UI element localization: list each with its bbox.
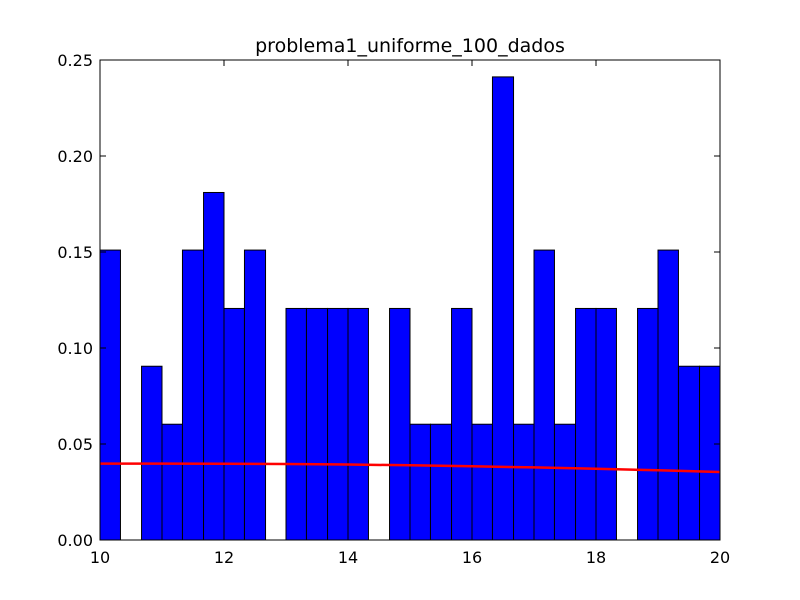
histogram-bar xyxy=(327,307,349,541)
x-tick-label: 20 xyxy=(710,548,730,567)
histogram-bar xyxy=(513,423,535,541)
histogram-bar xyxy=(305,307,329,541)
y-tick-label: 0.05 xyxy=(57,435,93,454)
histogram-bar xyxy=(161,423,183,541)
x-tick-label: 12 xyxy=(214,548,234,567)
histogram-bar xyxy=(553,423,577,541)
y-tick-label: 0.00 xyxy=(57,531,93,550)
histogram-bar xyxy=(243,249,267,541)
x-tick-label: 16 xyxy=(462,548,482,567)
histogram-bar xyxy=(223,307,245,541)
y-tick-label: 0.15 xyxy=(57,243,93,262)
chart-title: problema1_uniforme_100_dados xyxy=(255,35,565,57)
histogram-bar xyxy=(181,249,205,541)
histogram-bar xyxy=(491,76,515,541)
histogram-bar xyxy=(657,249,679,541)
y-tick-label: 0.10 xyxy=(57,339,93,358)
histogram-bar xyxy=(677,365,701,541)
histogram-bar xyxy=(575,307,597,541)
histogram-bar xyxy=(429,423,453,541)
x-tick-label: 10 xyxy=(90,548,110,567)
histogram-bar xyxy=(285,307,307,541)
histogram-bar xyxy=(699,365,721,541)
histogram-bar xyxy=(595,307,617,541)
axis-ticks xyxy=(99,59,721,541)
y-tick-label: 0.25 xyxy=(57,51,93,70)
histogram-bar xyxy=(533,249,555,541)
x-tick-labels: 10 12 14 16 18 20 xyxy=(90,548,730,567)
histogram-bar xyxy=(409,423,431,541)
histogram-bar xyxy=(347,307,369,541)
x-tick-label: 14 xyxy=(338,548,358,567)
histogram-bar xyxy=(203,191,225,541)
histogram-bars xyxy=(99,76,721,541)
histogram-bar xyxy=(389,307,411,541)
density-curves xyxy=(100,462,721,474)
plot-frame xyxy=(99,59,721,541)
y-tick-label: 0.20 xyxy=(57,147,93,166)
x-tick-label: 18 xyxy=(586,548,606,567)
histogram-bar xyxy=(141,365,163,541)
histogram-bar xyxy=(451,307,473,541)
y-tick-labels: 0.00 0.05 0.10 0.15 0.20 0.25 xyxy=(57,51,93,550)
histogram-bar xyxy=(637,307,659,541)
density-curve-line xyxy=(100,462,721,474)
histogram-bar xyxy=(471,423,493,541)
histogram-bar xyxy=(99,249,121,541)
